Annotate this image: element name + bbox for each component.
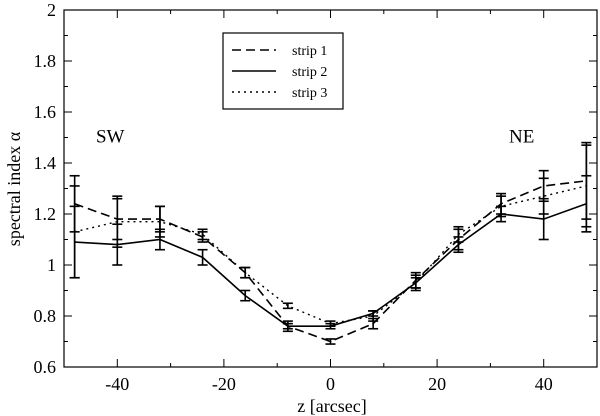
y-tick-label: 1.8 [34, 51, 57, 71]
data-point [73, 231, 76, 233]
data-point [372, 315, 374, 317]
data-point [329, 340, 332, 343]
series-strip-1 [69, 141, 592, 345]
legend-label: strip 2 [292, 65, 327, 80]
y-axis-label: spectral index α [4, 131, 24, 246]
y-tick-label: 1.6 [34, 102, 57, 122]
data-point [201, 256, 204, 259]
data-point [159, 220, 161, 223]
series-strip-3 [69, 144, 592, 328]
x-tick-label: 20 [428, 374, 446, 394]
data-point [329, 322, 332, 325]
x-axis-label: z [arcsec] [297, 396, 366, 416]
data-point [159, 238, 161, 241]
x-tick-label: 40 [535, 374, 553, 394]
series-line [74, 203, 587, 328]
data-point [542, 195, 545, 197]
y-tick-label: 2 [47, 0, 56, 20]
y-tick-label: 1.2 [34, 204, 57, 224]
series-line [74, 185, 587, 325]
data-point [244, 294, 247, 297]
x-tick-label: 0 [326, 374, 335, 394]
data-point [414, 282, 417, 284]
y-tick-label: 1.4 [34, 153, 57, 173]
x-tick-label: -20 [212, 374, 236, 394]
data-point [287, 325, 289, 328]
x-tick-label: -40 [105, 374, 129, 394]
y-tick-label: 1 [47, 255, 56, 275]
data-point [372, 322, 374, 325]
data-point [457, 233, 460, 236]
data-point [287, 305, 289, 307]
data-point [500, 205, 502, 208]
data-point [542, 218, 545, 220]
annotation-sw: SW [96, 127, 125, 148]
legend-label: strip 3 [292, 86, 327, 101]
legend-label: strip 1 [292, 44, 327, 59]
data-point [116, 220, 119, 223]
legend: strip 1 strip 2 strip 3 [222, 32, 344, 110]
y-tick-label: 0.6 [34, 357, 57, 377]
y-tick-label: 0.8 [34, 306, 57, 326]
data-point [585, 185, 588, 187]
annotation-ne: NE [509, 127, 534, 148]
data-point [201, 233, 204, 236]
data-point [457, 243, 460, 246]
data-point [244, 271, 247, 274]
